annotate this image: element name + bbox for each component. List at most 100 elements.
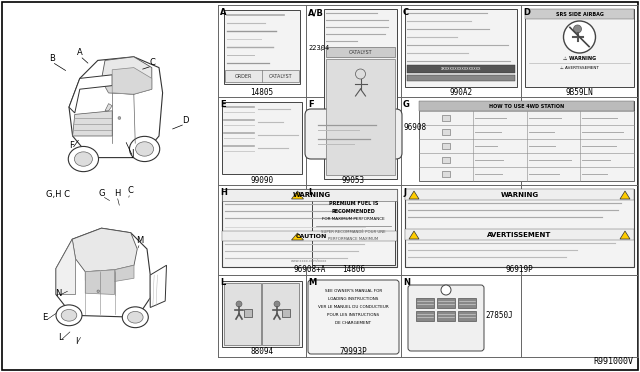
Polygon shape	[112, 68, 152, 94]
Bar	[326, 59, 395, 175]
Ellipse shape	[122, 307, 148, 328]
Text: N: N	[403, 278, 410, 287]
Polygon shape	[105, 103, 112, 111]
Text: 990A2: 990A2	[449, 87, 472, 96]
Text: HOW TO USE 4WD STATION: HOW TO USE 4WD STATION	[489, 103, 564, 109]
Bar	[222, 231, 397, 241]
Bar	[416, 311, 434, 321]
Text: ⚠ AVERTISSEMENT: ⚠ AVERTISSEMENT	[560, 66, 599, 70]
Bar	[405, 9, 517, 87]
Text: F: F	[308, 100, 314, 109]
Text: 14806: 14806	[342, 266, 365, 275]
Bar	[222, 102, 302, 174]
Bar	[225, 70, 299, 82]
Text: C: C	[149, 58, 155, 67]
Text: L: L	[220, 278, 225, 287]
Text: www.xxxx.com/xxxx: www.xxxx.com/xxxx	[291, 259, 328, 263]
Text: POUR LES INSTRUCTIONS: POUR LES INSTRUCTIONS	[328, 313, 380, 317]
Text: CAUTION: CAUTION	[296, 234, 327, 238]
Ellipse shape	[129, 137, 160, 161]
Bar	[262, 283, 299, 345]
Polygon shape	[72, 228, 137, 272]
Bar	[405, 189, 634, 267]
Text: L: L	[58, 334, 62, 343]
Polygon shape	[291, 191, 303, 199]
Text: PREMIUM FUEL IS: PREMIUM FUEL IS	[329, 201, 378, 205]
Circle shape	[274, 301, 280, 307]
Polygon shape	[69, 75, 112, 113]
Bar	[407, 65, 515, 73]
Text: 96908: 96908	[403, 122, 426, 131]
Text: C: C	[403, 8, 409, 17]
Polygon shape	[56, 239, 76, 295]
Polygon shape	[291, 233, 303, 240]
FancyBboxPatch shape	[308, 280, 399, 354]
Text: WARNING: WARNING	[500, 192, 539, 198]
Polygon shape	[620, 231, 630, 239]
Circle shape	[97, 290, 100, 292]
Bar	[458, 298, 476, 308]
Text: SUPER RECOMMANDÉ POUR UNE: SUPER RECOMMANDÉ POUR UNE	[321, 230, 386, 234]
Bar	[437, 298, 455, 308]
Text: N: N	[55, 289, 61, 298]
Text: A: A	[77, 48, 83, 57]
Text: ORDER: ORDER	[234, 74, 252, 78]
Ellipse shape	[56, 305, 82, 326]
Text: D: D	[182, 115, 188, 125]
Circle shape	[236, 301, 242, 307]
Bar	[442, 129, 450, 135]
Polygon shape	[101, 80, 134, 94]
Polygon shape	[85, 270, 115, 295]
Text: FOR MAXIMUM PERFORMANCE: FOR MAXIMUM PERFORMANCE	[322, 217, 385, 221]
Bar	[224, 10, 300, 84]
Bar	[224, 283, 261, 345]
Text: F: F	[70, 141, 74, 150]
Polygon shape	[56, 228, 150, 317]
Text: M: M	[136, 235, 143, 244]
Text: 22304: 22304	[308, 45, 329, 51]
Bar	[442, 115, 450, 121]
Bar	[442, 143, 450, 149]
FancyBboxPatch shape	[305, 109, 402, 159]
Text: I: I	[308, 188, 311, 197]
Text: G: G	[403, 100, 410, 109]
Bar	[324, 9, 397, 179]
Text: R991000V: R991000V	[593, 357, 633, 366]
Bar	[222, 189, 397, 267]
Bar	[326, 47, 395, 57]
Bar	[222, 189, 397, 201]
Text: 96908+A: 96908+A	[293, 266, 326, 275]
Polygon shape	[72, 111, 112, 136]
Polygon shape	[409, 231, 419, 239]
Ellipse shape	[61, 310, 77, 321]
Text: AVERTISSEMENT: AVERTISSEMENT	[487, 231, 552, 237]
Text: 14805: 14805	[250, 87, 273, 96]
Polygon shape	[620, 191, 630, 199]
Text: I: I	[75, 337, 77, 346]
Ellipse shape	[74, 152, 92, 166]
Polygon shape	[409, 191, 419, 199]
Text: 99090: 99090	[250, 176, 273, 185]
Circle shape	[563, 21, 595, 53]
Text: 88094: 88094	[250, 347, 273, 356]
Bar	[244, 309, 252, 317]
Text: G,H C: G,H C	[46, 190, 70, 199]
Polygon shape	[150, 265, 166, 308]
Text: 79993P: 79993P	[340, 347, 367, 356]
Bar	[437, 311, 455, 321]
Circle shape	[441, 285, 451, 295]
Ellipse shape	[127, 311, 143, 323]
Ellipse shape	[136, 142, 154, 156]
Circle shape	[118, 116, 121, 119]
Bar	[282, 309, 290, 317]
Bar	[407, 75, 515, 81]
Bar	[419, 101, 634, 111]
Text: LOADING INSTRUCTIONS: LOADING INSTRUCTIONS	[328, 297, 379, 301]
Text: 96919P: 96919P	[506, 266, 533, 275]
Ellipse shape	[68, 147, 99, 171]
Bar	[419, 101, 634, 181]
Text: 99053: 99053	[342, 176, 365, 185]
Text: C: C	[127, 186, 133, 195]
Bar	[405, 229, 634, 240]
Text: RECOMMENDED: RECOMMENDED	[332, 208, 376, 214]
